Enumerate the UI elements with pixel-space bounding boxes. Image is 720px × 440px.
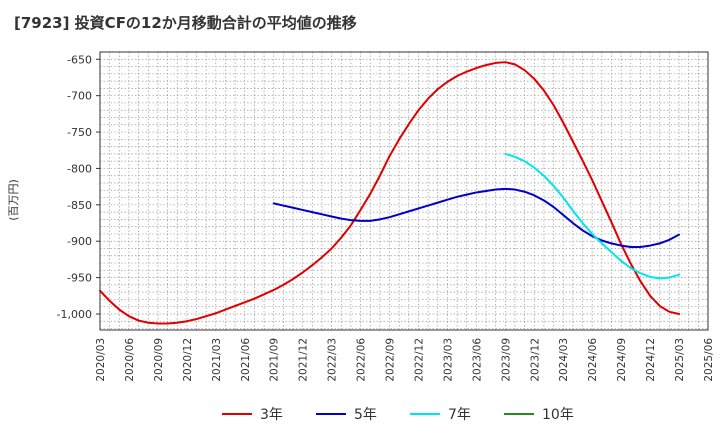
x-tick-label: 2020/09 [153,338,165,382]
x-tick-label: 2020/12 [182,338,194,382]
y-tick-label: -800 [67,162,92,175]
x-tick-label: 2023/12 [529,338,541,382]
x-tick-label: 2020/03 [95,338,107,382]
x-tick-label: 2024/09 [616,338,628,382]
x-tick-label: 2021/09 [269,338,281,382]
x-tick-label: 2022/03 [327,338,339,382]
legend-label: 3年 [260,407,283,423]
legend-label: 10年 [542,407,574,423]
chart-title: [7923] 投資CFの12か月移動合計の平均値の推移 [14,14,357,32]
y-tick-label: -650 [67,53,92,66]
x-tick-label: 2025/03 [674,338,686,382]
x-tick-label: 2023/06 [471,338,483,382]
y-tick-labels: -650 -700 -750 -800 -850 -900 -950 -1,000 [57,53,100,321]
legend-label: 7年 [448,407,471,423]
y-tick-label: -900 [67,235,92,248]
y-tick-label: -750 [67,126,92,139]
y-tick-label: -1,000 [57,308,92,321]
x-tick-label: 2024/03 [558,338,570,382]
x-tick-label: 2023/09 [500,338,512,382]
plot-frame [99,51,709,331]
x-tick-label: 2024/06 [587,338,599,382]
x-tick-labels: 2020/03 2020/06 2020/09 2020/12 2021/03 2021/… [95,338,715,382]
x-tick-label: 2025/06 [703,338,715,382]
y-tick-label: -950 [67,272,92,285]
plot-background [100,52,708,330]
y-tick-label: -850 [67,199,92,212]
legend: 3年 5年 7年 10年 [222,407,574,423]
x-tick-label: 2020/06 [124,338,136,382]
x-tick-label: 2021/12 [298,338,310,382]
series-layer [99,61,681,325]
x-tick-label: 2022/09 [385,338,397,382]
series-line-3年 [99,61,681,325]
x-tick-label: 2022/06 [356,338,368,382]
y-axis-label: (百万円) [7,179,20,221]
legend-label: 5年 [354,407,377,423]
x-tick-label: 2022/12 [413,338,425,382]
series-line-7年 [504,152,681,280]
x-tick-label: 2023/03 [442,338,454,382]
series-line-5年 [272,187,681,249]
x-tick-label: 2021/03 [211,338,223,382]
x-tick-label: 2021/06 [240,338,252,382]
x-tick-label: 2024/12 [645,338,657,382]
y-tick-label: -700 [67,90,92,103]
grid-layer [100,52,708,330]
